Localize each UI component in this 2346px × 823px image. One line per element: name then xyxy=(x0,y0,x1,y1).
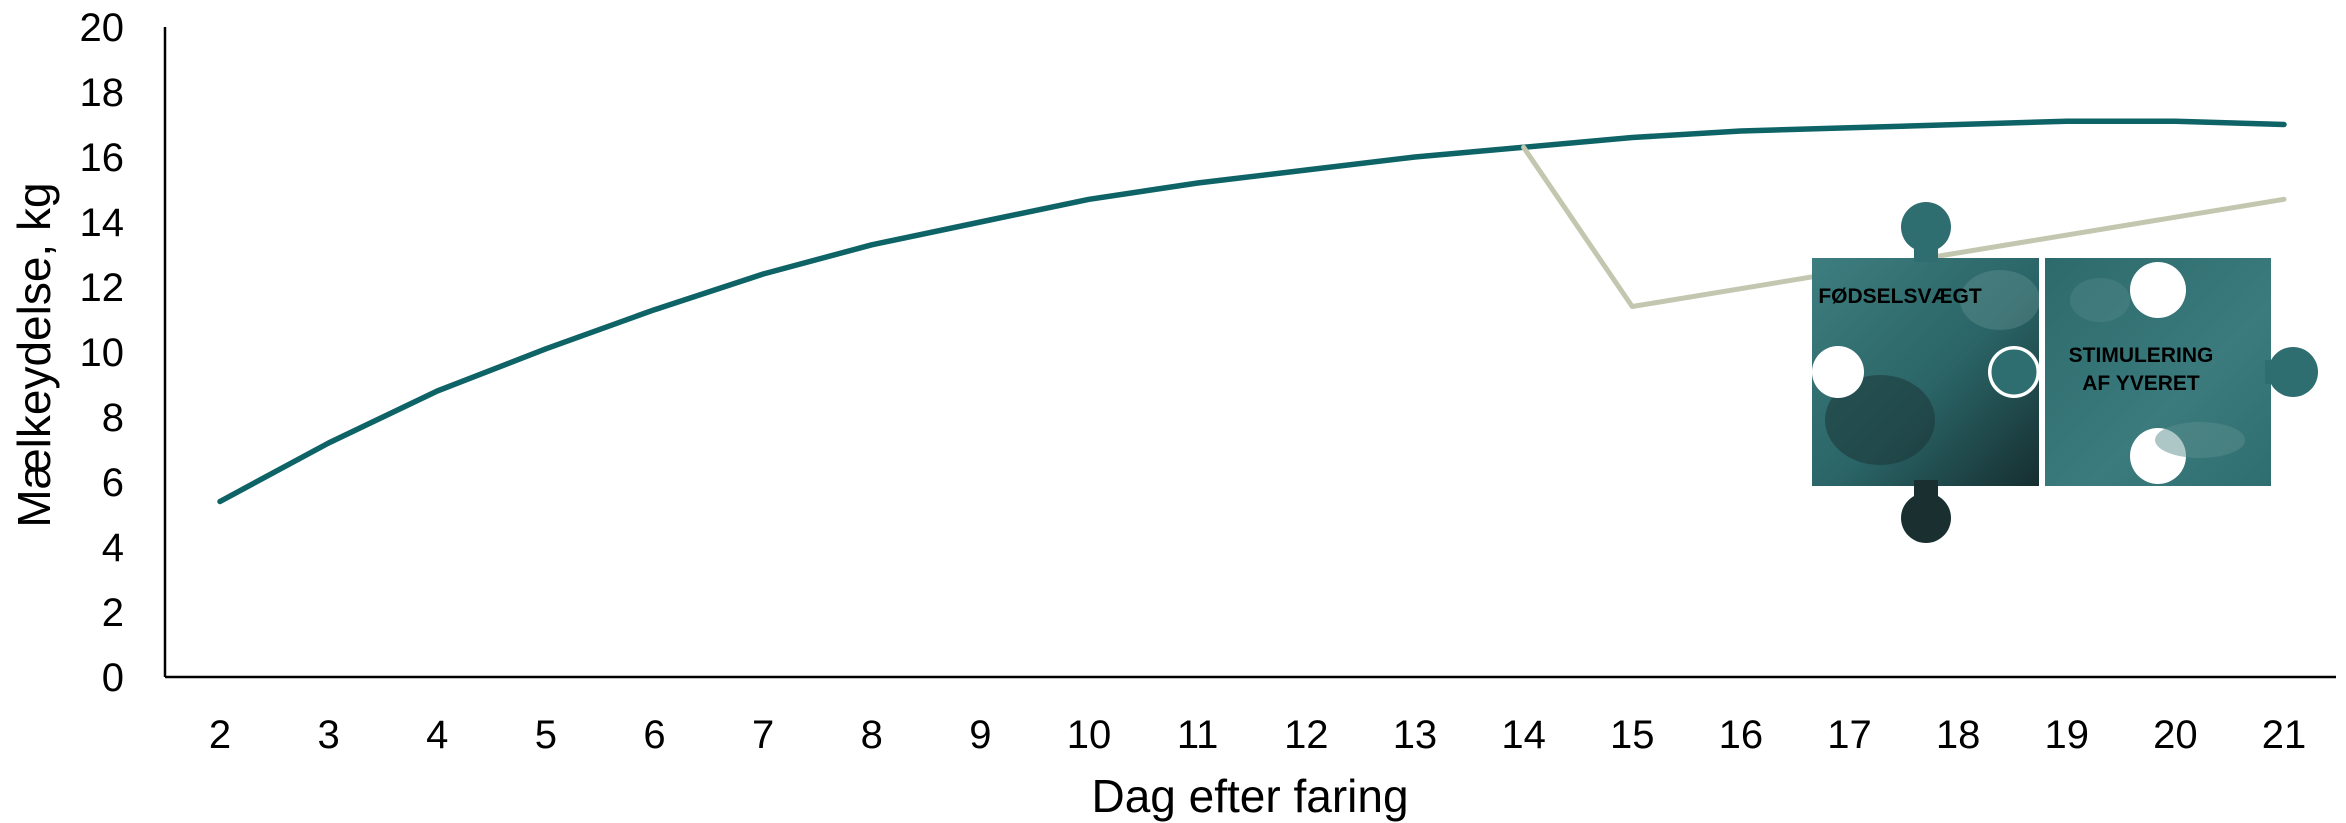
puzzle-label-stimulering-line1: STIMULERING xyxy=(2069,344,2214,367)
y-tick-label: 14 xyxy=(80,201,125,245)
series-layer xyxy=(217,118,2287,505)
puzzle-piece-stimulering xyxy=(2045,258,2318,486)
y-tick-label: 2 xyxy=(102,591,124,635)
x-tick-label: 3 xyxy=(318,713,340,757)
x-tick-label: 4 xyxy=(426,713,448,757)
puzzle-label-fodselsvaegt: FØDSELSVÆGT xyxy=(1818,285,1982,308)
main-milk-yield-line xyxy=(217,118,2287,505)
x-tick-label: 20 xyxy=(2153,713,2198,757)
puzzle-piece-fodselsvaegt xyxy=(1812,202,2040,543)
x-tick-label: 10 xyxy=(1067,713,1112,757)
reduced-milk-yield-line xyxy=(1521,144,2287,309)
x-tick-label: 11 xyxy=(1177,713,1219,757)
y-tick-label: 10 xyxy=(80,331,125,375)
x-tick-label: 17 xyxy=(1827,713,1872,757)
x-tick-label: 18 xyxy=(1936,713,1981,757)
x-tick-label: 14 xyxy=(1501,713,1546,757)
y-tick-label: 0 xyxy=(102,656,124,700)
x-tick-label: 5 xyxy=(535,713,557,757)
y-tick-label: 18 xyxy=(80,71,125,115)
x-tick-label: 13 xyxy=(1393,713,1438,757)
y-axis-title: Mælkeydelse, kg xyxy=(8,182,60,527)
x-tick-label: 16 xyxy=(1719,713,1764,757)
y-tick-label: 12 xyxy=(80,266,125,310)
puzzle-graphic: FØDSELSVÆGT STIMULERING AF YVERET xyxy=(1812,202,2318,543)
x-tick-label: 19 xyxy=(2044,713,2089,757)
chart-axes xyxy=(163,27,2336,679)
y-tick-label: 4 xyxy=(102,526,124,570)
puzzle-label-stimulering-line2: AF YVERET xyxy=(2082,372,2200,395)
x-tick-labels: 2 3 4 5 6 7 8 9 10 11 12 13 14 15 16 17 18 19 20 21 xyxy=(209,713,2306,757)
x-tick-label: 21 xyxy=(2262,713,2307,757)
x-tick-label: 8 xyxy=(861,713,883,757)
x-tick-label: 15 xyxy=(1610,713,1655,757)
x-tick-label: 7 xyxy=(752,713,774,757)
x-axis-title: Dag efter faring xyxy=(1091,770,1408,822)
x-tick-label: 2 xyxy=(209,713,231,757)
y-tick-label: 16 xyxy=(80,136,125,180)
x-tick-label: 9 xyxy=(969,713,991,757)
x-tick-label: 12 xyxy=(1284,713,1329,757)
y-tick-label: 8 xyxy=(102,396,124,440)
y-tick-label: 20 xyxy=(80,6,125,50)
x-tick-label: 6 xyxy=(643,713,665,757)
y-tick-label: 6 xyxy=(102,461,124,505)
y-tick-labels: 0 2 4 6 8 10 12 14 16 18 20 xyxy=(80,6,125,700)
